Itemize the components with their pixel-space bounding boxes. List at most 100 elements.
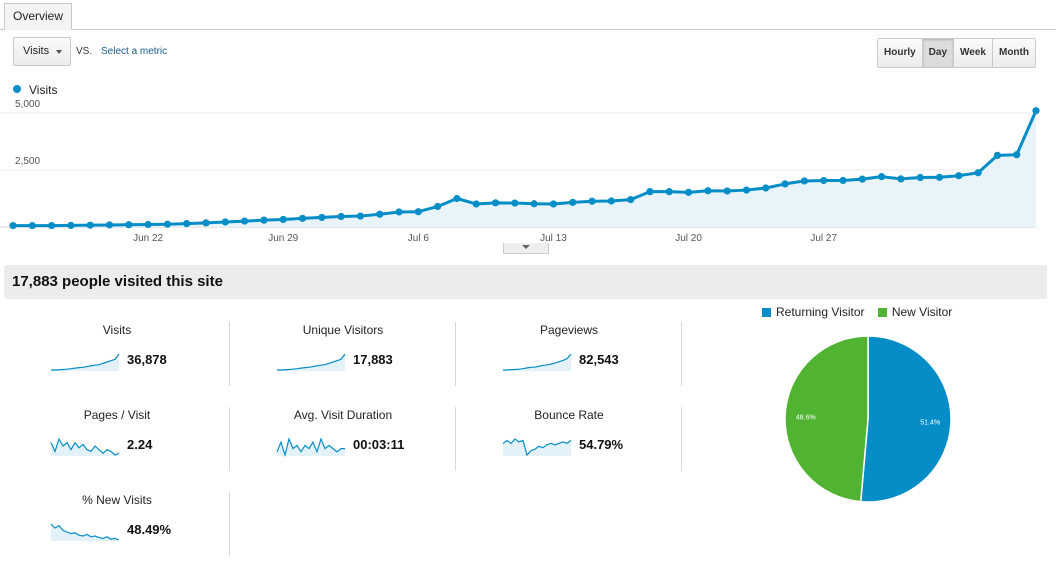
data-point[interactable] xyxy=(607,197,615,205)
x-tick-label: Jul 27 xyxy=(810,233,837,242)
pie-legend-label: Returning Visitor xyxy=(776,305,865,319)
stat-value: 48.49% xyxy=(127,522,172,537)
pie-slice[interactable] xyxy=(859,335,952,503)
stat-tile[interactable]: Pageviews 82,543 xyxy=(456,323,682,387)
data-point[interactable] xyxy=(955,172,963,180)
data-point[interactable] xyxy=(221,218,229,226)
divider xyxy=(681,407,682,471)
data-point[interactable] xyxy=(665,188,673,196)
legend-series-label: Visits xyxy=(29,83,58,97)
data-point[interactable] xyxy=(916,173,924,182)
data-point[interactable] xyxy=(48,222,56,230)
week-button[interactable]: Week xyxy=(953,39,992,67)
data-point[interactable] xyxy=(241,217,249,225)
data-point[interactable] xyxy=(974,169,982,177)
data-point[interactable] xyxy=(762,184,770,192)
stat-tile[interactable]: Bounce Rate 54.79% xyxy=(456,408,682,472)
data-point[interactable] xyxy=(125,221,133,229)
sparkline xyxy=(50,523,120,541)
data-point[interactable] xyxy=(67,221,75,230)
data-point[interactable] xyxy=(298,214,307,222)
summary-title: 17,883 people visited this site xyxy=(4,265,1047,299)
data-point[interactable] xyxy=(414,208,422,216)
pie-slice[interactable] xyxy=(784,335,869,503)
data-point[interactable] xyxy=(356,212,365,220)
metric-dropdown-label: Visits xyxy=(23,45,50,57)
data-point[interactable] xyxy=(511,199,519,207)
pie-slice-label: 48.6% xyxy=(796,414,816,421)
sparkline xyxy=(503,353,572,371)
sparkline xyxy=(50,437,120,456)
chart-expand-handle[interactable] xyxy=(503,243,549,254)
stat-tile[interactable]: Avg. Visit Duration 00:03:11 xyxy=(230,408,456,472)
data-point[interactable] xyxy=(453,194,461,203)
data-point[interactable] xyxy=(858,175,866,183)
stat-value: 17,883 xyxy=(353,352,393,367)
day-button[interactable]: Day xyxy=(921,39,954,67)
stat-tile[interactable]: % New Visits 48.49% xyxy=(4,493,230,557)
data-point[interactable] xyxy=(472,200,480,208)
data-point[interactable] xyxy=(646,188,654,196)
data-point[interactable] xyxy=(588,197,596,205)
tab-overview[interactable]: Overview xyxy=(4,3,73,30)
pie-slice-label: 51.4% xyxy=(920,420,940,427)
sparkline xyxy=(51,353,120,371)
pie-legend-item[interactable]: New Visitor xyxy=(877,305,952,319)
data-point[interactable] xyxy=(337,212,345,221)
stat-tile[interactable]: Visits 36,878 xyxy=(4,323,230,387)
data-point[interactable] xyxy=(530,200,538,208)
y-tick-label: 5,000 xyxy=(15,100,40,110)
data-point[interactable] xyxy=(935,173,944,181)
data-point[interactable] xyxy=(627,196,635,204)
data-point[interactable] xyxy=(9,222,17,230)
data-point[interactable] xyxy=(742,186,751,194)
divider xyxy=(229,407,230,471)
data-point[interactable] xyxy=(163,220,172,228)
select-metric-link[interactable]: Select a metric xyxy=(101,46,168,57)
data-point[interactable] xyxy=(684,188,693,196)
data-point[interactable] xyxy=(1013,151,1021,159)
stat-tile[interactable]: Pages / Visit 2.24 xyxy=(4,408,230,472)
data-point[interactable] xyxy=(569,198,577,206)
data-point[interactable] xyxy=(318,213,326,222)
data-point[interactable] xyxy=(839,176,847,185)
data-point[interactable] xyxy=(993,151,1001,160)
data-point[interactable] xyxy=(28,222,36,230)
stat-tile[interactable]: Unique Visitors 17,883 xyxy=(230,323,456,387)
sparkline-area xyxy=(51,354,119,371)
stat-value: 00:03:11 xyxy=(353,437,405,452)
data-point[interactable] xyxy=(800,177,808,185)
data-point[interactable] xyxy=(1032,107,1040,115)
sparkline-line xyxy=(277,353,346,371)
data-point[interactable] xyxy=(820,176,828,185)
metric-dropdown[interactable]: Visits xyxy=(13,37,71,66)
data-point[interactable] xyxy=(549,200,558,208)
stat-label: Pages / Visit xyxy=(83,408,151,422)
data-point[interactable] xyxy=(279,215,287,224)
stat-label: Pageviews xyxy=(539,323,599,337)
data-point[interactable] xyxy=(723,187,731,195)
data-point[interactable] xyxy=(376,210,384,218)
stat-label: Bounce Rate xyxy=(534,408,604,422)
stat-label: Visits xyxy=(102,323,132,337)
data-point[interactable] xyxy=(781,180,789,188)
data-point[interactable] xyxy=(86,221,94,229)
data-point[interactable] xyxy=(877,173,886,181)
data-point[interactable] xyxy=(897,175,905,183)
hourly-button[interactable]: Hourly xyxy=(878,39,922,67)
data-point[interactable] xyxy=(105,221,114,229)
pie-legend-item[interactable]: Returning Visitor xyxy=(762,305,865,319)
sparkline-area xyxy=(503,439,571,456)
data-point[interactable] xyxy=(395,208,403,216)
data-point[interactable] xyxy=(202,219,210,227)
data-point[interactable] xyxy=(183,219,191,228)
data-point[interactable] xyxy=(704,187,712,195)
divider xyxy=(681,322,682,386)
data-point[interactable] xyxy=(144,220,152,229)
chart-legend: Visits xyxy=(13,83,57,97)
data-point[interactable] xyxy=(434,202,442,211)
data-point[interactable] xyxy=(491,199,500,207)
month-button[interactable]: Month xyxy=(991,39,1035,67)
divider xyxy=(455,407,456,471)
data-point[interactable] xyxy=(260,216,268,224)
